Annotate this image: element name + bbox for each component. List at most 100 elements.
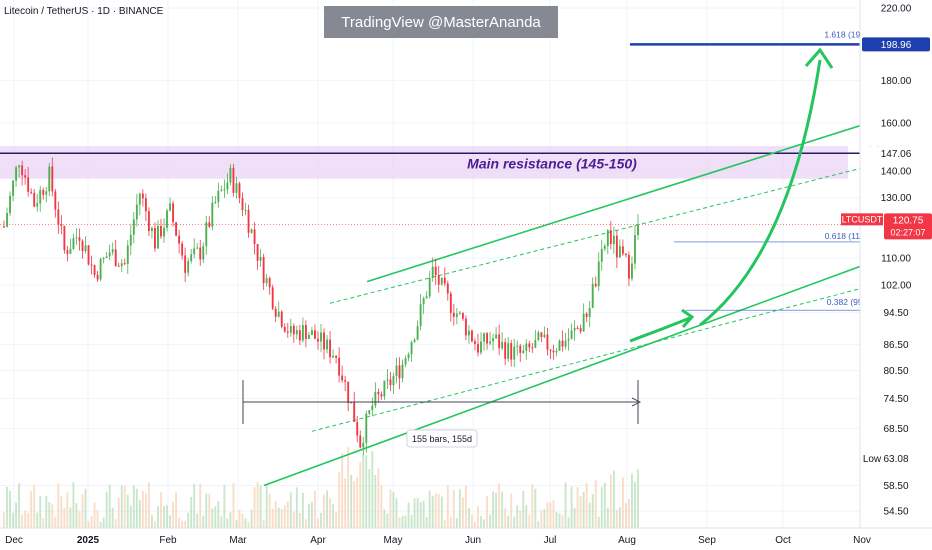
volume-bar [135,488,138,528]
volume-bar [631,473,633,528]
candle-body [540,332,543,338]
candle-body [205,222,208,247]
candle-body [132,219,135,235]
candle-body [117,265,120,267]
candle-body [480,341,482,353]
price-axis[interactable]: 220.00 180.00 160.00 140.00 130.00 110.00 102.… [859,0,932,550]
candle-body [147,211,150,232]
candle-body [483,333,485,342]
candle-body [609,230,612,245]
volume-bar [196,513,199,528]
candle-body [335,355,338,358]
time-tick-label: Jul [544,535,557,546]
candle-body [235,183,238,193]
volume-bar [314,490,316,528]
candle-body [446,283,449,294]
candle-body [428,277,431,297]
volume-bar [187,512,190,528]
channel-mid-lower [311,288,861,432]
volume-bar [317,518,319,528]
time-tick-label: Dec [5,535,23,546]
candle-body [99,258,102,280]
volume-bar [452,489,455,528]
volume-bar [431,495,434,528]
volume-bar [362,454,365,528]
volume-bar [247,521,250,528]
volume-bar [6,486,8,528]
candle-body [489,341,492,344]
candle-body [217,190,220,203]
candle-body [126,245,129,264]
volume-bar [344,478,347,528]
long-arrow-head [804,47,834,69]
time-tick-label: Feb [159,535,177,546]
candle-body [268,278,271,288]
volume-bar [410,514,413,528]
candle-body [383,380,386,397]
volume-bar [42,518,45,528]
time-axis[interactable]: Dec 2025 Feb Mar Apr May Jun Jul Aug Sep Oct Nov [0,527,932,546]
candle-body [570,330,573,339]
candle-body [534,339,537,348]
candle-body [232,167,235,193]
volume-bar [69,507,72,528]
volume-bar [618,507,621,528]
candle-body [452,312,455,317]
volume-bar [9,490,11,528]
time-tick-label: Nov [853,535,871,546]
candle-body [51,166,54,192]
candle-body [57,209,60,225]
candle-body [280,311,283,327]
candle-body [277,311,280,317]
range-arrowhead [631,397,642,407]
price-tick-label: 102.00 [881,281,912,292]
volume-bar [289,492,292,528]
candle-body [350,402,353,404]
candle-body [214,202,217,204]
volume-bar [464,485,467,528]
price-tick-label: 220.00 [881,4,912,15]
volume-bar [307,503,310,528]
volume-bars [3,447,639,528]
volume-bar [208,493,211,528]
candle-body [597,261,600,287]
candle-body [238,183,241,198]
range-label: 155 bars, 155d [412,434,472,444]
candle-body [386,379,389,381]
watermark: TradingView @MasterAnanda [324,6,558,38]
resistance-label: Main resistance (145-150) [467,155,637,171]
volume-bar [471,514,473,528]
volume-bar [184,520,187,528]
volume-bar [359,462,362,528]
candle-body [229,167,232,183]
candle-body [628,255,630,279]
candle-body [546,334,549,350]
volume-bar [594,480,597,528]
candle-body [193,248,196,255]
volume-bar [90,516,93,528]
volume-bar [634,481,636,528]
volume-bar [126,494,129,528]
candle-body [320,332,322,342]
candle-body [175,222,178,236]
volume-bar [461,497,464,528]
time-tick-label: May [384,535,403,546]
candle-body [537,332,540,340]
candle-body [292,325,295,335]
candle-body [591,283,594,308]
volume-bar [380,485,383,528]
price-tick-label: 110.00 [881,253,911,264]
volume-bar [513,516,516,528]
volume-bar [12,512,14,528]
candle-body [154,227,156,249]
candle-body [561,340,564,347]
candle-body [202,246,205,260]
candle-body [567,338,570,341]
candle-body [283,326,286,332]
candle-body [513,346,516,360]
volume-bar [407,502,410,528]
volume-bar [398,517,401,528]
volume-bar [422,500,425,528]
candle-body [510,343,513,360]
